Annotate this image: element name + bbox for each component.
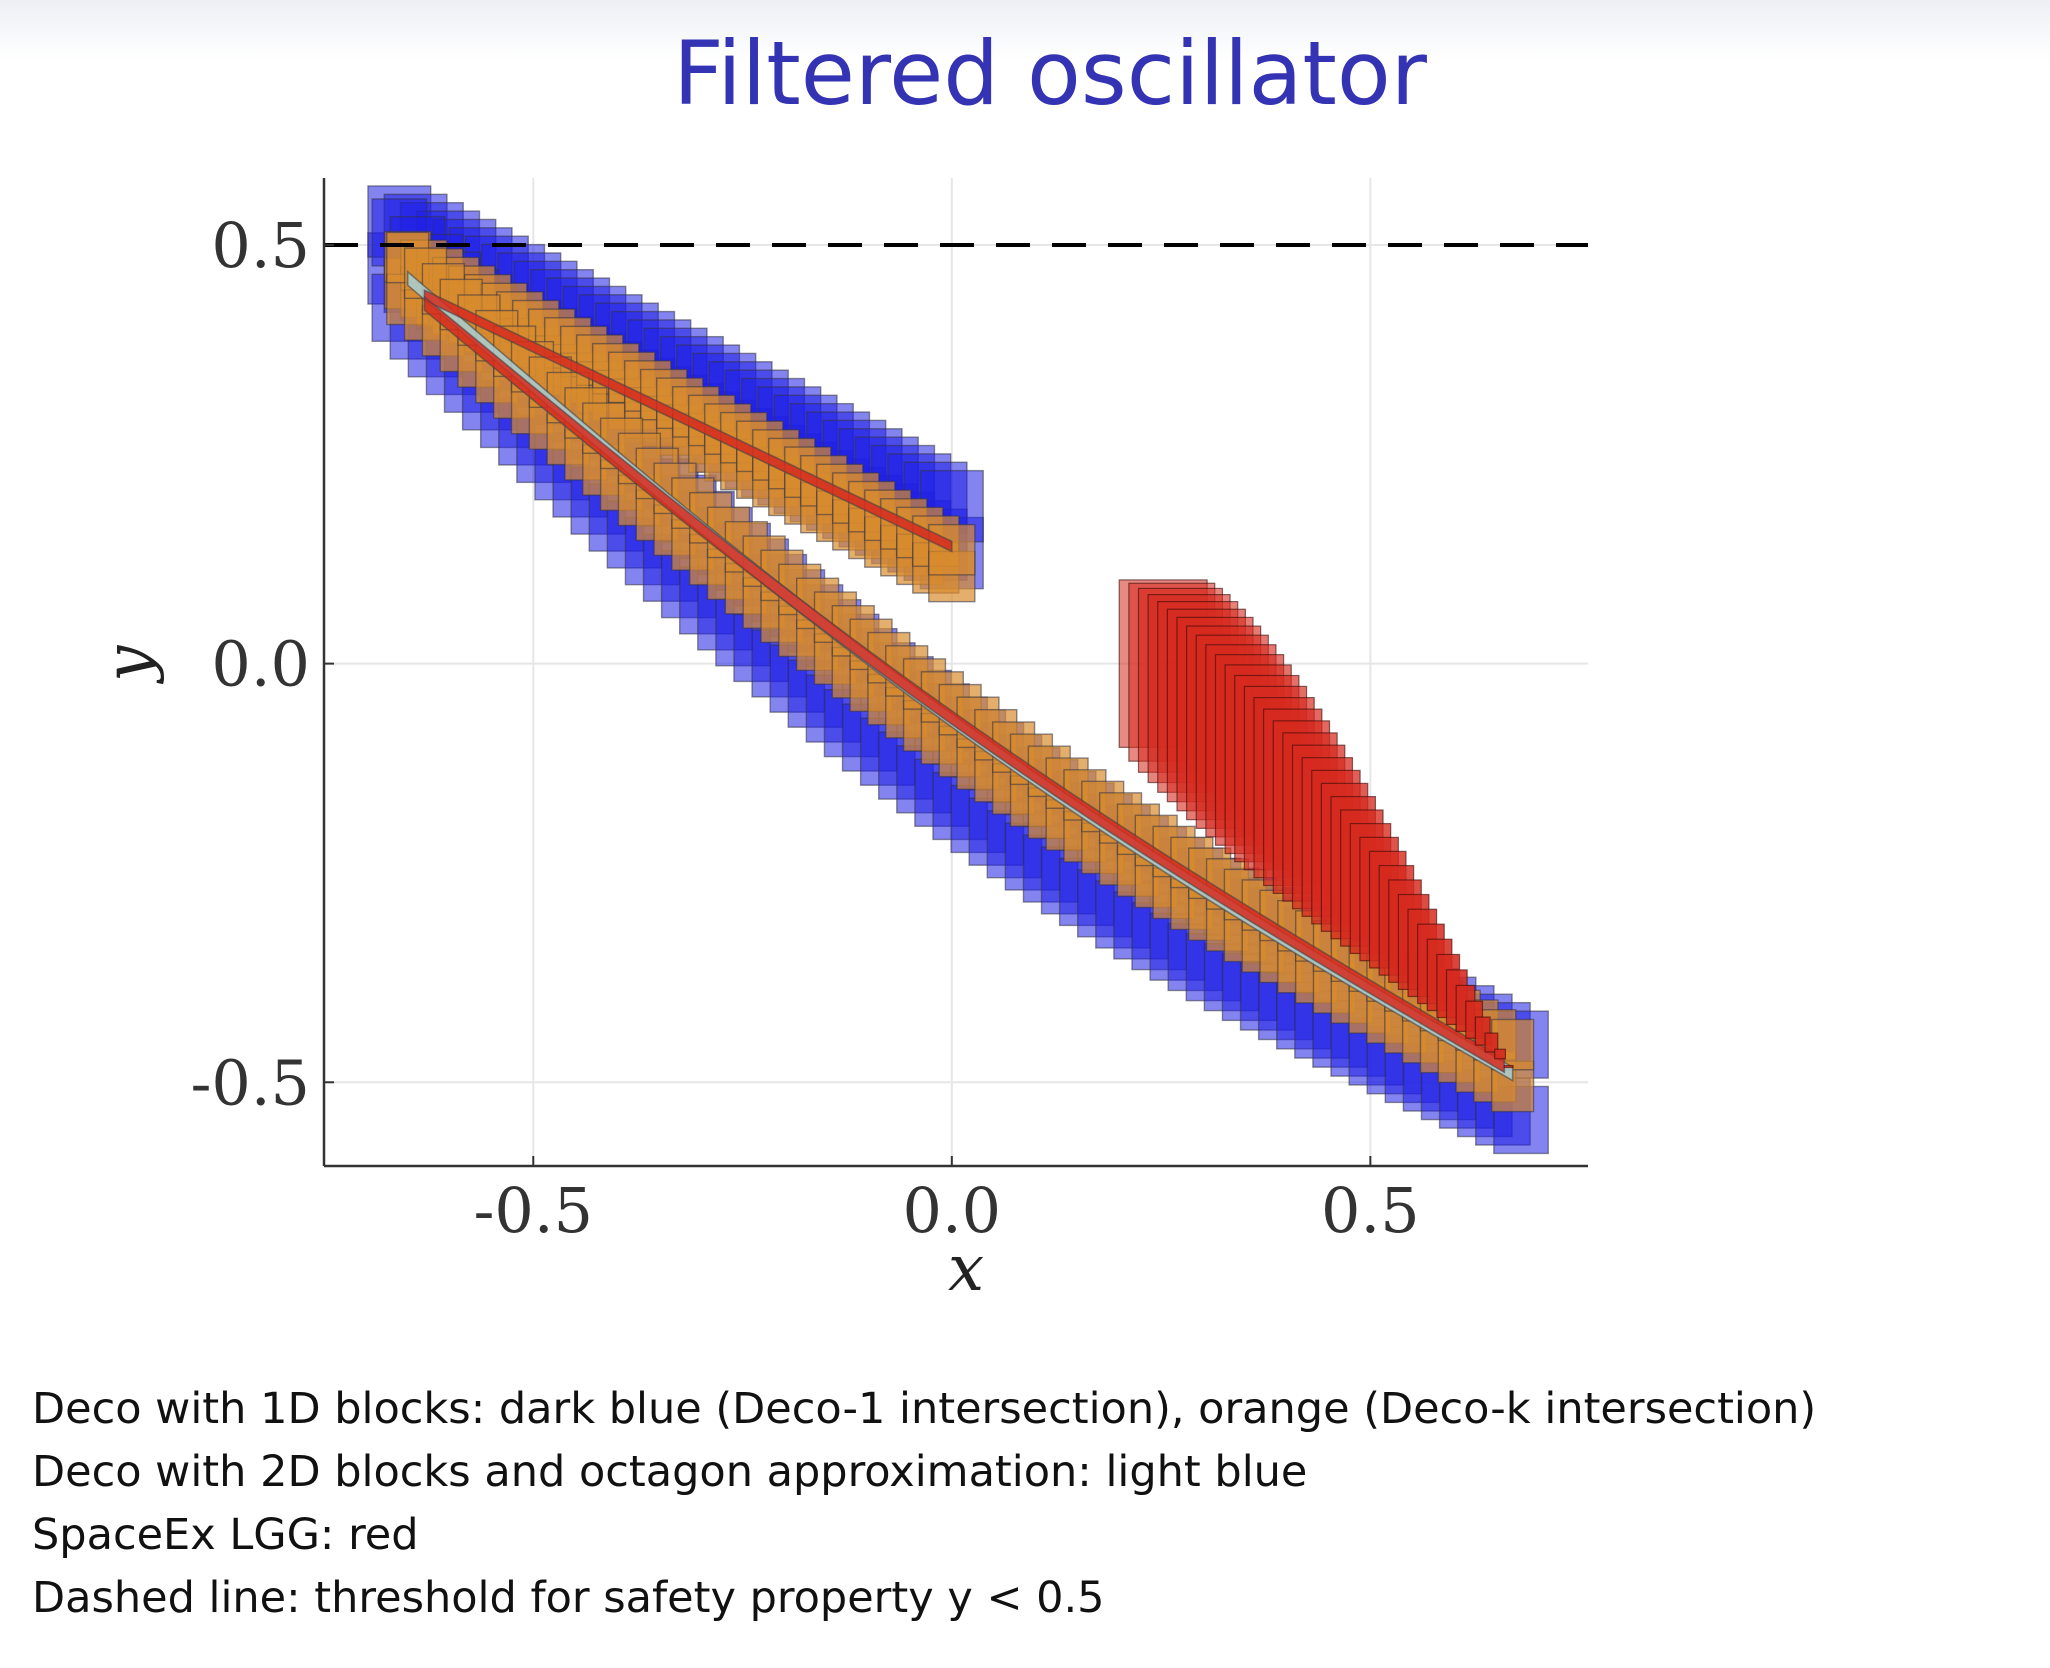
spaceex-fan-box-38 bbox=[1484, 1032, 1499, 1053]
y-axis-label: y bbox=[92, 645, 166, 685]
x-tick-label-2: 0.5 bbox=[1321, 1174, 1420, 1247]
spaceex-red-sets bbox=[423, 288, 1514, 1074]
slide-title: Filtered oscillator bbox=[673, 22, 1427, 125]
caption-line-deco1d: Deco with 1D blocks: dark blue (Deco-1 i… bbox=[32, 1384, 1817, 1434]
spaceex-fan-box-40 bbox=[1503, 1064, 1514, 1069]
reachability-chart: -0.5 0.0 0.5 -0.5 0.0 0.5 x y bbox=[92, 178, 1588, 1306]
spaceex-band-lower bbox=[423, 295, 1506, 1074]
axes bbox=[322, 178, 1588, 1168]
spaceex-fan-box-39 bbox=[1494, 1048, 1507, 1060]
y-tick-label-0: -0.5 bbox=[190, 1046, 310, 1119]
x-tick-label-0: -0.5 bbox=[473, 1174, 593, 1247]
slide-header-band bbox=[0, 0, 2050, 60]
caption-line-deco2d: Deco with 2D blocks and octagon approxim… bbox=[32, 1447, 1308, 1497]
x-axis-label: x bbox=[948, 1232, 984, 1306]
slide-caption: Deco with 1D blocks: dark blue (Deco-1 i… bbox=[32, 1378, 2042, 1630]
spaceex-band-upper bbox=[423, 288, 953, 553]
tick-labels: -0.5 0.0 0.5 -0.5 0.0 0.5 bbox=[190, 209, 1419, 1247]
x-tick-label-1: 0.0 bbox=[903, 1174, 1002, 1247]
caption-line-spaceex: SpaceEx LGG: red bbox=[32, 1510, 419, 1560]
y-tick-label-2: 0.5 bbox=[211, 209, 310, 282]
caption-line-threshold: Dashed line: threshold for safety proper… bbox=[32, 1573, 1105, 1623]
y-tick-label-1: 0.0 bbox=[211, 628, 310, 701]
